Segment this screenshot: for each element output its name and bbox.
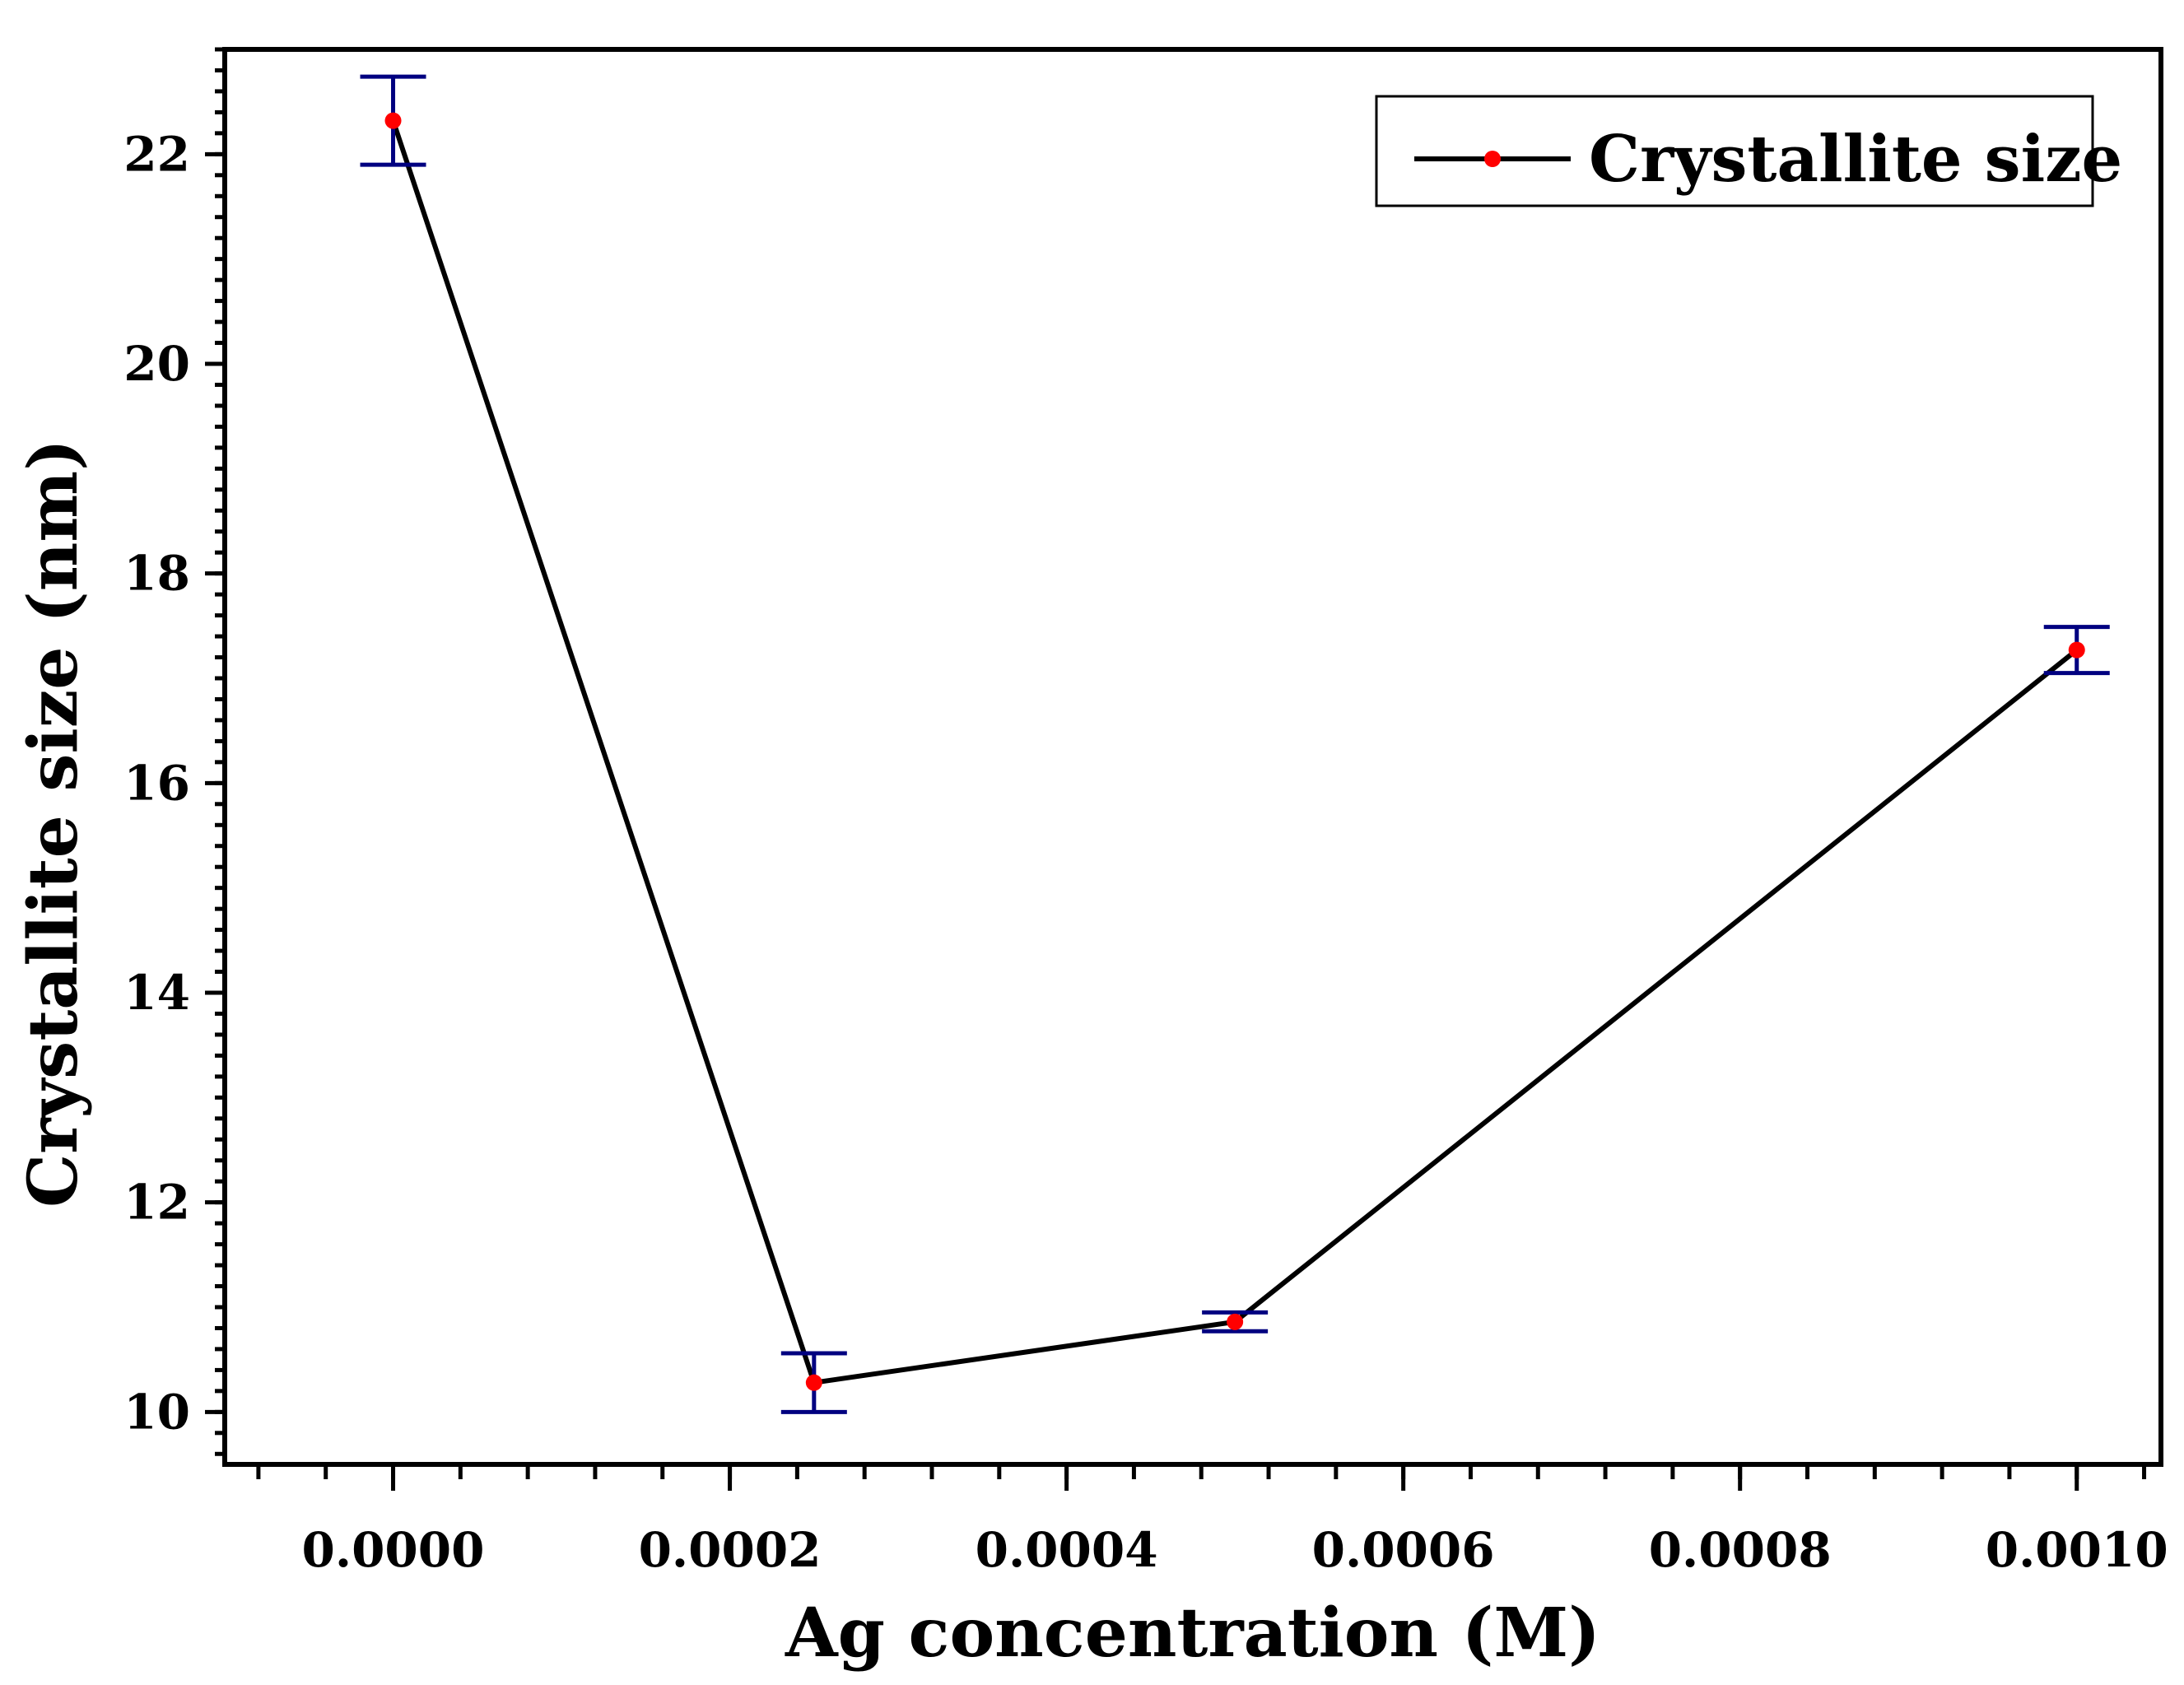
data-point — [2068, 641, 2085, 659]
plot-frame — [222, 47, 2163, 1467]
y-tick-label: 20 — [123, 336, 190, 392]
y-tick-label: 14 — [123, 965, 190, 1021]
data-point — [805, 1374, 822, 1391]
y-axis: 10 12 14 16 18 20 22 — [123, 126, 225, 1440]
x-tick-label: 0.0008 — [1649, 1522, 1832, 1578]
data-point — [1227, 1313, 1244, 1330]
y-tick-label: 10 — [123, 1384, 190, 1440]
y-tick-label: 22 — [123, 126, 190, 182]
x-tick-label: 0.0000 — [302, 1522, 485, 1578]
legend-box — [1375, 95, 2094, 207]
y-tick-label: 16 — [123, 755, 190, 811]
legend-label: Crystallite size — [1589, 122, 2122, 197]
y-tick-label: 18 — [123, 546, 190, 602]
series-layer — [360, 74, 2110, 1414]
x-tick-label: 0.0006 — [1312, 1522, 1495, 1578]
data-point — [384, 112, 402, 129]
legend: Crystallite size — [1375, 95, 2122, 207]
x-tick-label: 0.0004 — [976, 1522, 1158, 1578]
y-tick-label: 12 — [123, 1175, 190, 1231]
x-tick-label: 0.0002 — [639, 1522, 822, 1578]
x-axis: 0.0000 0.0002 0.0004 0.0006 0.0008 0.0010 — [302, 1464, 2168, 1578]
x-tick-label: 0.0010 — [1986, 1522, 2168, 1578]
legend-marker-sample — [1484, 151, 1501, 167]
y-axis-title: Crystallite size (nm) — [14, 439, 93, 1208]
x-axis-title: Ag concentration (M) — [785, 1594, 1600, 1673]
series-line — [390, 119, 2079, 1385]
